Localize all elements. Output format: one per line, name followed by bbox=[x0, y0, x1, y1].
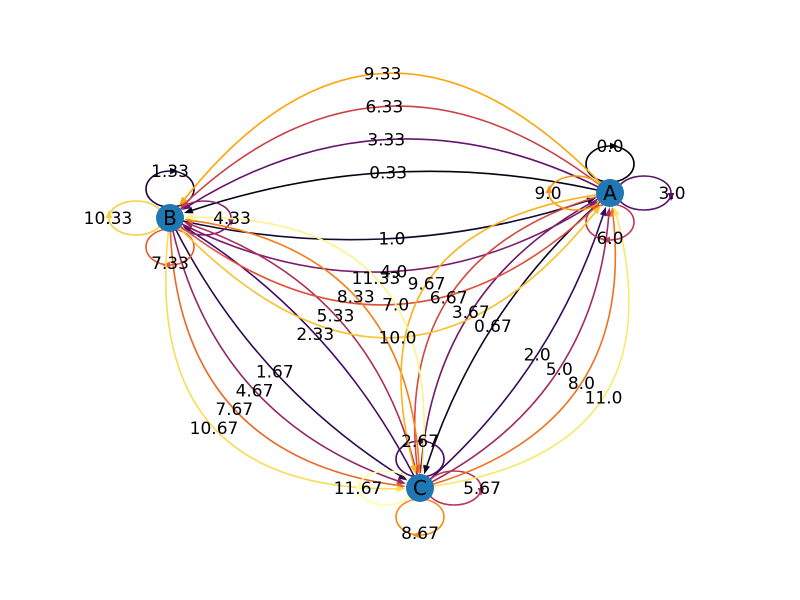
edge-weight-label: 9.67 bbox=[408, 274, 446, 294]
arrowhead-icon bbox=[592, 205, 601, 215]
arrowhead-icon bbox=[610, 142, 618, 150]
arrowhead-icon bbox=[355, 480, 363, 488]
edge-weight-label: 0.67 bbox=[474, 317, 512, 337]
arrowhead-icon bbox=[397, 472, 408, 481]
arrowhead-icon bbox=[227, 218, 235, 226]
arrowhead-icon bbox=[105, 210, 113, 218]
edge-A-to-B bbox=[186, 105, 600, 203]
nodes-layer: A B C bbox=[156, 179, 624, 502]
arrowhead-icon bbox=[599, 206, 607, 217]
arrowhead-icon bbox=[545, 185, 553, 193]
arrowhead-icon bbox=[184, 221, 194, 229]
arrowhead-icon bbox=[184, 213, 194, 221]
self-loop-label: 11.67 bbox=[334, 479, 383, 499]
edge-B-to-C bbox=[175, 229, 401, 477]
edge-weight-label: 11.33 bbox=[352, 269, 401, 289]
arrowhead-icon bbox=[477, 488, 485, 496]
arrowhead-icon bbox=[590, 203, 600, 212]
node-C bbox=[406, 474, 434, 502]
edge-C-to-B bbox=[193, 216, 426, 475]
arrowhead-icon bbox=[412, 531, 420, 539]
arrowhead-icon bbox=[181, 202, 192, 211]
edge-B-to-A bbox=[181, 205, 591, 273]
node-label-A: A bbox=[603, 181, 617, 205]
edge-B-to-A bbox=[180, 208, 594, 306]
edge-C-to-B bbox=[192, 224, 418, 475]
edge-B-to-A bbox=[183, 200, 588, 241]
arrowhead-icon bbox=[423, 464, 431, 475]
edge-B-to-C bbox=[164, 231, 397, 490]
self-loop-label: 5.67 bbox=[463, 479, 501, 499]
arrowhead-icon bbox=[410, 464, 417, 475]
node-label-C: C bbox=[413, 476, 427, 500]
edge-labels-layer: 0.0 0.33 0.67 1.0 1.33 1.67 2.0 2.33 2.67 3.0 3.33… bbox=[84, 64, 686, 544]
arrowhead-icon bbox=[396, 477, 406, 485]
arrowhead-icon bbox=[396, 485, 406, 493]
edge-A-to-B bbox=[184, 72, 602, 200]
node-label-B: B bbox=[163, 206, 177, 230]
edge-weight-label: 7.0 bbox=[382, 295, 409, 315]
self-loop-label: 9.0 bbox=[534, 184, 561, 204]
edge-weight-label: 5.33 bbox=[317, 306, 355, 326]
self-loop-label: 6.0 bbox=[596, 229, 623, 249]
edge-weight-label: 2.0 bbox=[524, 346, 551, 366]
arrowhead-icon bbox=[588, 200, 599, 209]
edge-B-to-C bbox=[169, 231, 398, 487]
edge-weight-label: 11.0 bbox=[585, 388, 623, 408]
edge-weight-label: 10.67 bbox=[190, 419, 239, 439]
edge-weight-label: 1.0 bbox=[378, 229, 405, 249]
edge-weight-label: 2.33 bbox=[296, 325, 334, 345]
edge-C-to-A bbox=[431, 216, 610, 483]
arrowhead-icon bbox=[183, 206, 194, 214]
edge-weight-label: 4.0 bbox=[380, 262, 407, 282]
edge-A-to-C bbox=[426, 201, 601, 466]
arrowhead-icon bbox=[179, 196, 188, 206]
self-loop-label: 3.0 bbox=[658, 184, 685, 204]
edge-weight-label: 5.0 bbox=[546, 360, 573, 380]
self-loop-label: 10.33 bbox=[84, 209, 133, 229]
edge-weight-label: 10.0 bbox=[379, 328, 417, 348]
edge-C-to-B bbox=[192, 219, 421, 475]
arrowhead-icon bbox=[667, 193, 675, 201]
self-loop-label: 0.0 bbox=[596, 137, 623, 157]
arrowhead-icon bbox=[602, 236, 610, 244]
node-B bbox=[156, 204, 184, 232]
edge-C-to-A bbox=[433, 215, 630, 487]
edge-weight-label: 8.33 bbox=[337, 288, 375, 308]
self-loop-label: 8.67 bbox=[401, 524, 439, 544]
edge-B-to-A bbox=[178, 211, 596, 339]
edge-weight-label: 4.67 bbox=[236, 381, 274, 401]
edge-weight-label: 7.67 bbox=[215, 400, 253, 420]
self-loop-label: 2.67 bbox=[401, 432, 439, 452]
self-loop-label: 4.33 bbox=[213, 209, 251, 229]
edge-weight-label: 8.0 bbox=[568, 374, 595, 394]
arrowhead-icon bbox=[170, 167, 178, 175]
edge-weight-label: 3.33 bbox=[367, 130, 405, 150]
self-loop-label: 7.33 bbox=[151, 254, 189, 274]
edge-A-to-C bbox=[400, 194, 597, 466]
edge-A-to-B bbox=[192, 170, 597, 211]
edge-weight-label: 3.67 bbox=[452, 303, 490, 323]
edge-C-to-B bbox=[189, 229, 415, 477]
arrowhead-icon bbox=[613, 206, 620, 217]
edge-B-to-C bbox=[172, 231, 398, 482]
edges-layer bbox=[105, 72, 675, 539]
edge-weight-label: 9.33 bbox=[364, 64, 402, 84]
edge-C-to-A bbox=[429, 215, 604, 480]
node-A bbox=[596, 179, 624, 207]
edge-weight-label: 1.67 bbox=[256, 363, 294, 383]
edge-weight-label: 0.33 bbox=[369, 163, 407, 183]
edge-weight-label: 6.67 bbox=[430, 289, 468, 309]
edge-A-to-B bbox=[189, 138, 599, 206]
edge-C-to-A bbox=[432, 215, 617, 486]
arrowhead-icon bbox=[180, 199, 190, 208]
self-loop-label: 1.33 bbox=[151, 162, 189, 182]
edge-weight-label: 6.33 bbox=[365, 97, 403, 117]
